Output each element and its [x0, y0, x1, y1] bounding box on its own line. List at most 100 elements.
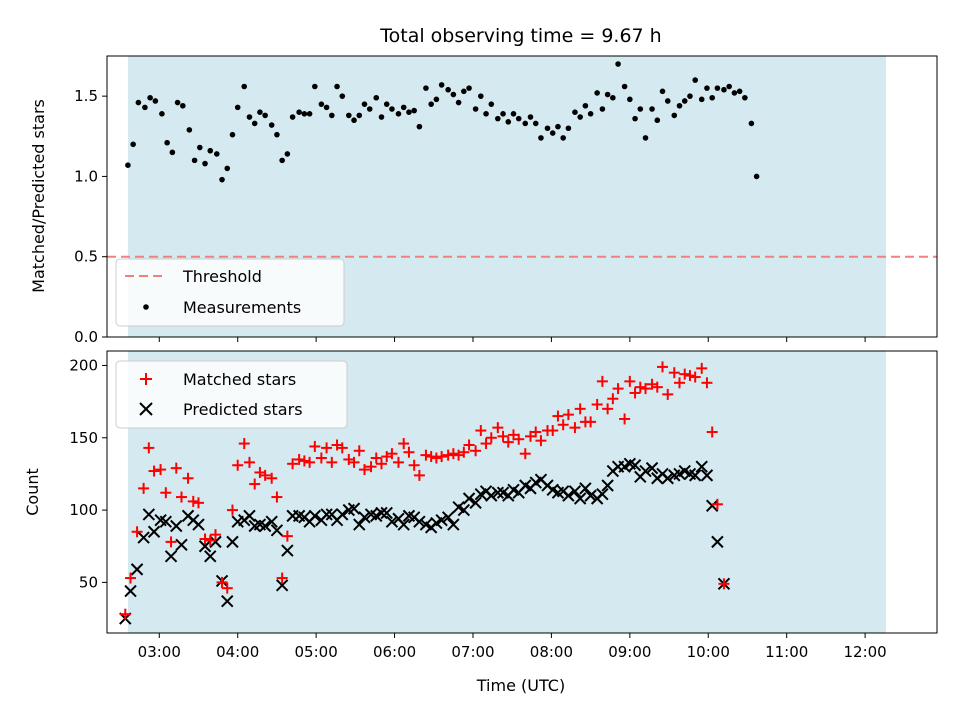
matched-point	[148, 465, 160, 477]
matched-point	[336, 442, 348, 454]
legend-matched-swatch	[140, 373, 152, 385]
matched-point	[170, 462, 182, 474]
chart-title: Total observing time = 9.67 h	[379, 25, 661, 47]
matched-point	[557, 419, 569, 431]
measurement-point	[704, 85, 710, 91]
predicted-point	[601, 479, 614, 492]
predicted-point	[584, 489, 597, 502]
predicted-point	[175, 538, 188, 551]
matched-point	[138, 482, 150, 494]
measurement-point	[224, 165, 231, 172]
measurement-point	[423, 85, 429, 91]
bottom-panel: 50 100 150 200 03:00 04:00 05:00 06:00 07:00 08:…	[23, 350, 938, 695]
predicted-point	[457, 503, 471, 517]
measurements-points	[125, 61, 760, 183]
matched-point	[398, 438, 410, 450]
predicted-point	[573, 492, 587, 505]
matched-point	[513, 433, 525, 445]
measurement-point	[147, 94, 153, 101]
measurement-point	[257, 109, 263, 115]
matched-point	[403, 446, 415, 458]
x-tick-label: 11:00	[765, 643, 808, 661]
matched-point	[204, 534, 216, 546]
matched-point	[634, 381, 646, 393]
predicted-point	[270, 524, 284, 537]
x-tick-label: 03:00	[138, 643, 181, 661]
measurement-point	[213, 151, 220, 157]
top-y-ticks: 0.0 0.5 1.0 1.5	[74, 87, 107, 346]
matched-point	[281, 530, 293, 542]
matched-point	[535, 435, 547, 447]
matched-point	[143, 442, 155, 454]
measurement-point	[406, 109, 412, 115]
y-tick-label: 100	[69, 501, 98, 519]
measurement-point	[659, 88, 666, 95]
predicted-point	[198, 540, 212, 553]
predicted-point	[142, 508, 156, 521]
measurement-point	[664, 98, 671, 104]
predicted-point	[700, 469, 714, 482]
predicted-point	[485, 489, 498, 502]
measurement-point	[323, 104, 330, 111]
matched-point	[155, 464, 167, 476]
matched-point	[547, 425, 559, 437]
measurement-point	[681, 98, 688, 104]
predicted-point	[413, 515, 426, 528]
predicted-point	[281, 544, 294, 557]
matched-point	[370, 452, 382, 464]
measurement-point	[721, 86, 727, 93]
top-legend: Threshold Measurements	[115, 258, 345, 327]
predicted-point	[695, 460, 708, 473]
matched-point	[497, 430, 509, 442]
measurement-point	[207, 147, 214, 154]
matched-point	[596, 375, 608, 387]
measurement-point	[594, 90, 600, 96]
x-tick-label: 05:00	[295, 643, 338, 661]
measurement-point	[229, 131, 236, 138]
predicted-point	[130, 563, 144, 576]
matched-point	[176, 491, 188, 503]
matched-point	[249, 478, 261, 490]
predicted-point	[397, 518, 410, 531]
matched-point	[259, 469, 271, 481]
matched-point	[574, 403, 586, 415]
matched-point	[619, 413, 631, 425]
y-tick-label: 0.5	[74, 248, 98, 266]
matched-point	[119, 608, 131, 620]
matched-point	[271, 491, 283, 503]
matched-point	[209, 529, 221, 541]
measurement-point	[262, 112, 268, 119]
y-tick-label: 0.0	[74, 328, 98, 346]
measurement-point	[125, 162, 131, 168]
matched-point	[651, 381, 663, 393]
predicted-point	[639, 464, 652, 478]
measurement-point	[274, 131, 280, 138]
predicted-point	[579, 482, 592, 495]
bottom-y-axis-title: Count	[23, 468, 42, 516]
measurement-point	[130, 141, 136, 148]
measurement-point	[654, 117, 661, 124]
predicted-point	[705, 499, 719, 512]
measurement-point	[604, 91, 611, 98]
matched-point	[591, 399, 603, 411]
measurement-point	[279, 157, 285, 164]
measurement-point	[709, 94, 715, 101]
matched-point	[463, 439, 475, 451]
x-tick-label: 08:00	[530, 643, 573, 661]
matched-point	[492, 422, 504, 434]
matched-point	[701, 377, 713, 389]
measurement-point	[416, 123, 423, 130]
matched-point	[298, 455, 310, 467]
measurement-point	[428, 101, 434, 107]
matched-point	[668, 367, 680, 379]
legend-measurements-swatch	[143, 304, 149, 310]
measurement-point	[356, 112, 363, 119]
matched-point	[353, 445, 365, 457]
x-tick-label: 10:00	[687, 643, 730, 661]
matched-point	[304, 456, 316, 468]
predicted-point	[209, 535, 222, 549]
predicted-point	[204, 550, 217, 563]
measurement-point	[339, 93, 346, 99]
measurement-point	[135, 99, 142, 106]
measurement-point	[450, 91, 457, 98]
